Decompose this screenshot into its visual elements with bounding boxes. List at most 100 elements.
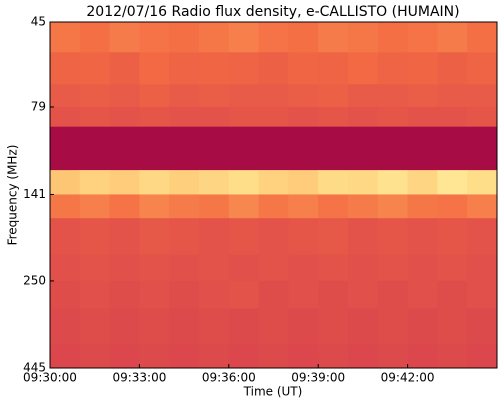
x-axis-label: Time (UT) <box>243 385 303 399</box>
heatmap-cell <box>50 52 81 85</box>
heatmap-cell <box>50 84 81 108</box>
heatmap-cell <box>199 126 230 171</box>
heatmap-cell <box>169 254 200 282</box>
heatmap-cell <box>288 84 319 108</box>
heatmap-cell <box>318 308 349 345</box>
heatmap-cell <box>199 52 230 85</box>
x-tick-label: 09:36:00 <box>202 371 256 385</box>
heatmap-cell <box>79 194 110 219</box>
heatmap-cell <box>467 84 498 108</box>
heatmap-cell <box>437 344 468 369</box>
heatmap-cell <box>377 170 408 195</box>
heatmap-cell <box>377 126 408 171</box>
heatmap-cell <box>228 170 259 195</box>
heatmap-cell <box>50 344 81 369</box>
heatmap-cell <box>228 218 259 256</box>
heatmap-cell <box>79 344 110 369</box>
heatmap-cell <box>437 254 468 282</box>
heatmap-cell <box>199 254 230 282</box>
heatmap-cell <box>437 308 468 345</box>
heatmap-cell <box>407 126 438 171</box>
heatmap-cell <box>318 280 349 309</box>
heatmap-cell <box>258 52 289 85</box>
heatmap-cell <box>407 84 438 108</box>
heatmap-cell <box>348 126 379 171</box>
chart-title: 2012/07/16 Radio flux density, e-CALLIST… <box>86 4 459 20</box>
heatmap-cell <box>79 126 110 171</box>
heatmap-cell <box>109 22 140 53</box>
heatmap-cell <box>348 84 379 108</box>
y-tick-label: 45 <box>31 15 46 29</box>
heatmap-cell <box>467 194 498 219</box>
heatmap-cell <box>258 308 289 345</box>
heatmap-cell <box>407 194 438 219</box>
heatmap-cell <box>377 280 408 309</box>
heatmap-cell <box>437 194 468 219</box>
heatmap-cell <box>318 22 349 53</box>
heatmap-cell <box>50 280 81 309</box>
heatmap-cell <box>318 344 349 369</box>
heatmap-cell <box>169 52 200 85</box>
heatmap-cell <box>377 218 408 256</box>
heatmap-cell <box>288 344 319 369</box>
heatmap-cell <box>377 254 408 282</box>
heatmap-cell <box>318 52 349 85</box>
heatmap-cell <box>258 344 289 369</box>
heatmap-cell <box>79 52 110 85</box>
heatmap-cell <box>437 84 468 108</box>
heatmap-cell <box>467 106 498 128</box>
heatmap-cell <box>79 254 110 282</box>
y-tick-label: 79 <box>31 99 46 113</box>
heatmap-cell <box>228 52 259 85</box>
heatmap-cell <box>139 280 170 309</box>
heatmap-cell <box>109 84 140 108</box>
heatmap-cell <box>407 106 438 128</box>
heatmap-cell <box>228 308 259 345</box>
heatmap-cell <box>199 218 230 256</box>
heatmap-cell <box>50 22 81 53</box>
heatmap-cell <box>199 84 230 108</box>
heatmap-cell <box>318 84 349 108</box>
heatmap-cell <box>467 52 498 85</box>
heatmap-cell <box>437 170 468 195</box>
heatmap-cell <box>79 308 110 345</box>
heatmap-cell <box>348 170 379 195</box>
heatmap-cell <box>169 84 200 108</box>
heatmap-cell <box>348 106 379 128</box>
heatmap-cell <box>377 22 408 53</box>
heatmap-cell <box>258 170 289 195</box>
heatmap-cell <box>407 254 438 282</box>
heatmap-cell <box>407 22 438 53</box>
heatmap-cell <box>318 254 349 282</box>
heatmap-cell <box>139 344 170 369</box>
heatmap-cell <box>258 280 289 309</box>
heatmap-cell <box>407 344 438 369</box>
heatmap-cell <box>109 218 140 256</box>
heatmap-cell <box>169 170 200 195</box>
heatmap-cell <box>377 308 408 345</box>
x-tick-label: 09:39:00 <box>291 371 345 385</box>
heatmap-cell <box>199 22 230 53</box>
heatmap-cell <box>348 254 379 282</box>
heatmap-cell <box>467 280 498 309</box>
heatmap-cell <box>407 280 438 309</box>
heatmap-cell <box>348 280 379 309</box>
heatmap-cell <box>169 218 200 256</box>
heatmap-cell <box>50 126 81 171</box>
heatmap-cell <box>318 126 349 171</box>
y-tick-label: 250 <box>23 273 46 287</box>
heatmap-cell <box>288 280 319 309</box>
heatmap-cell <box>288 194 319 219</box>
heatmap-cell <box>258 194 289 219</box>
heatmap-cell <box>169 280 200 309</box>
heatmap-cell <box>109 280 140 309</box>
heatmap-cell <box>318 170 349 195</box>
heatmap-cell <box>437 106 468 128</box>
heatmap-cell <box>109 254 140 282</box>
heatmap-cell <box>199 194 230 219</box>
y-tick-label: 141 <box>23 187 46 201</box>
heatmap-cell <box>139 194 170 219</box>
heatmap-cell <box>348 52 379 85</box>
heatmap-cell <box>377 52 408 85</box>
heatmap-cell <box>139 170 170 195</box>
